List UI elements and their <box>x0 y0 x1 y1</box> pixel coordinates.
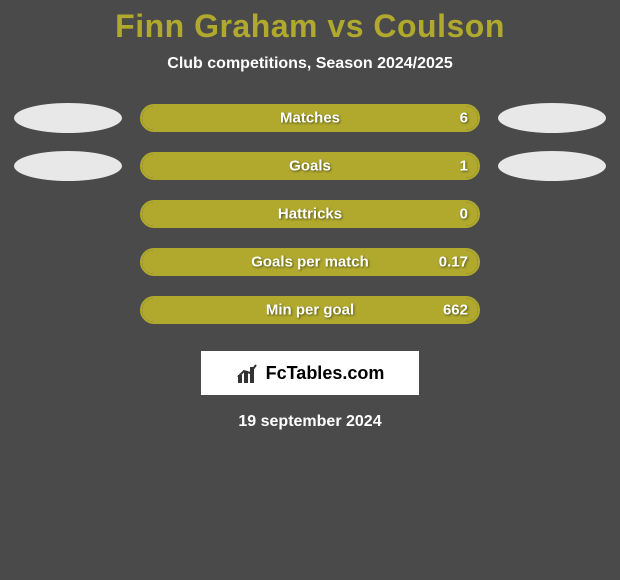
stat-label: Goals <box>289 158 331 175</box>
stat-bar: Goals 1 <box>140 152 480 180</box>
comparison-card: Finn Graham vs Coulson Club competitions… <box>0 0 620 431</box>
stat-label: Hattricks <box>278 206 342 223</box>
stat-bar: Matches 6 <box>140 104 480 132</box>
stats-list: Matches 6 Goals 1 Hattricks 0 <box>0 103 620 325</box>
fctables-logo[interactable]: FcTables.com <box>201 351 419 395</box>
stat-row: Min per goal 662 <box>0 295 620 325</box>
left-spacer <box>14 295 122 325</box>
left-oval <box>14 151 122 181</box>
right-oval <box>498 151 606 181</box>
right-spacer <box>498 247 606 277</box>
left-spacer <box>14 247 122 277</box>
stat-row: Goals 1 <box>0 151 620 181</box>
stat-value: 6 <box>460 110 468 127</box>
stat-label: Goals per match <box>251 254 369 271</box>
left-oval <box>14 103 122 133</box>
stat-label: Min per goal <box>266 302 354 319</box>
right-spacer <box>498 295 606 325</box>
stat-row: Matches 6 <box>0 103 620 133</box>
stat-bar: Hattricks 0 <box>140 200 480 228</box>
page-title: Finn Graham vs Coulson <box>0 8 620 45</box>
logo-text: FcTables.com <box>266 363 385 384</box>
stat-value: 1 <box>460 158 468 175</box>
stat-row: Goals per match 0.17 <box>0 247 620 277</box>
date-label: 19 september 2024 <box>0 413 620 431</box>
right-spacer <box>498 199 606 229</box>
bar-chart-icon <box>236 363 260 383</box>
page-subtitle: Club competitions, Season 2024/2025 <box>0 55 620 73</box>
stat-value: 0 <box>460 206 468 223</box>
stat-bar: Goals per match 0.17 <box>140 248 480 276</box>
left-spacer <box>14 199 122 229</box>
stat-row: Hattricks 0 <box>0 199 620 229</box>
stat-bar: Min per goal 662 <box>140 296 480 324</box>
stat-value: 662 <box>443 302 468 319</box>
stat-value: 0.17 <box>439 254 468 271</box>
right-oval <box>498 103 606 133</box>
stat-label: Matches <box>280 110 340 127</box>
